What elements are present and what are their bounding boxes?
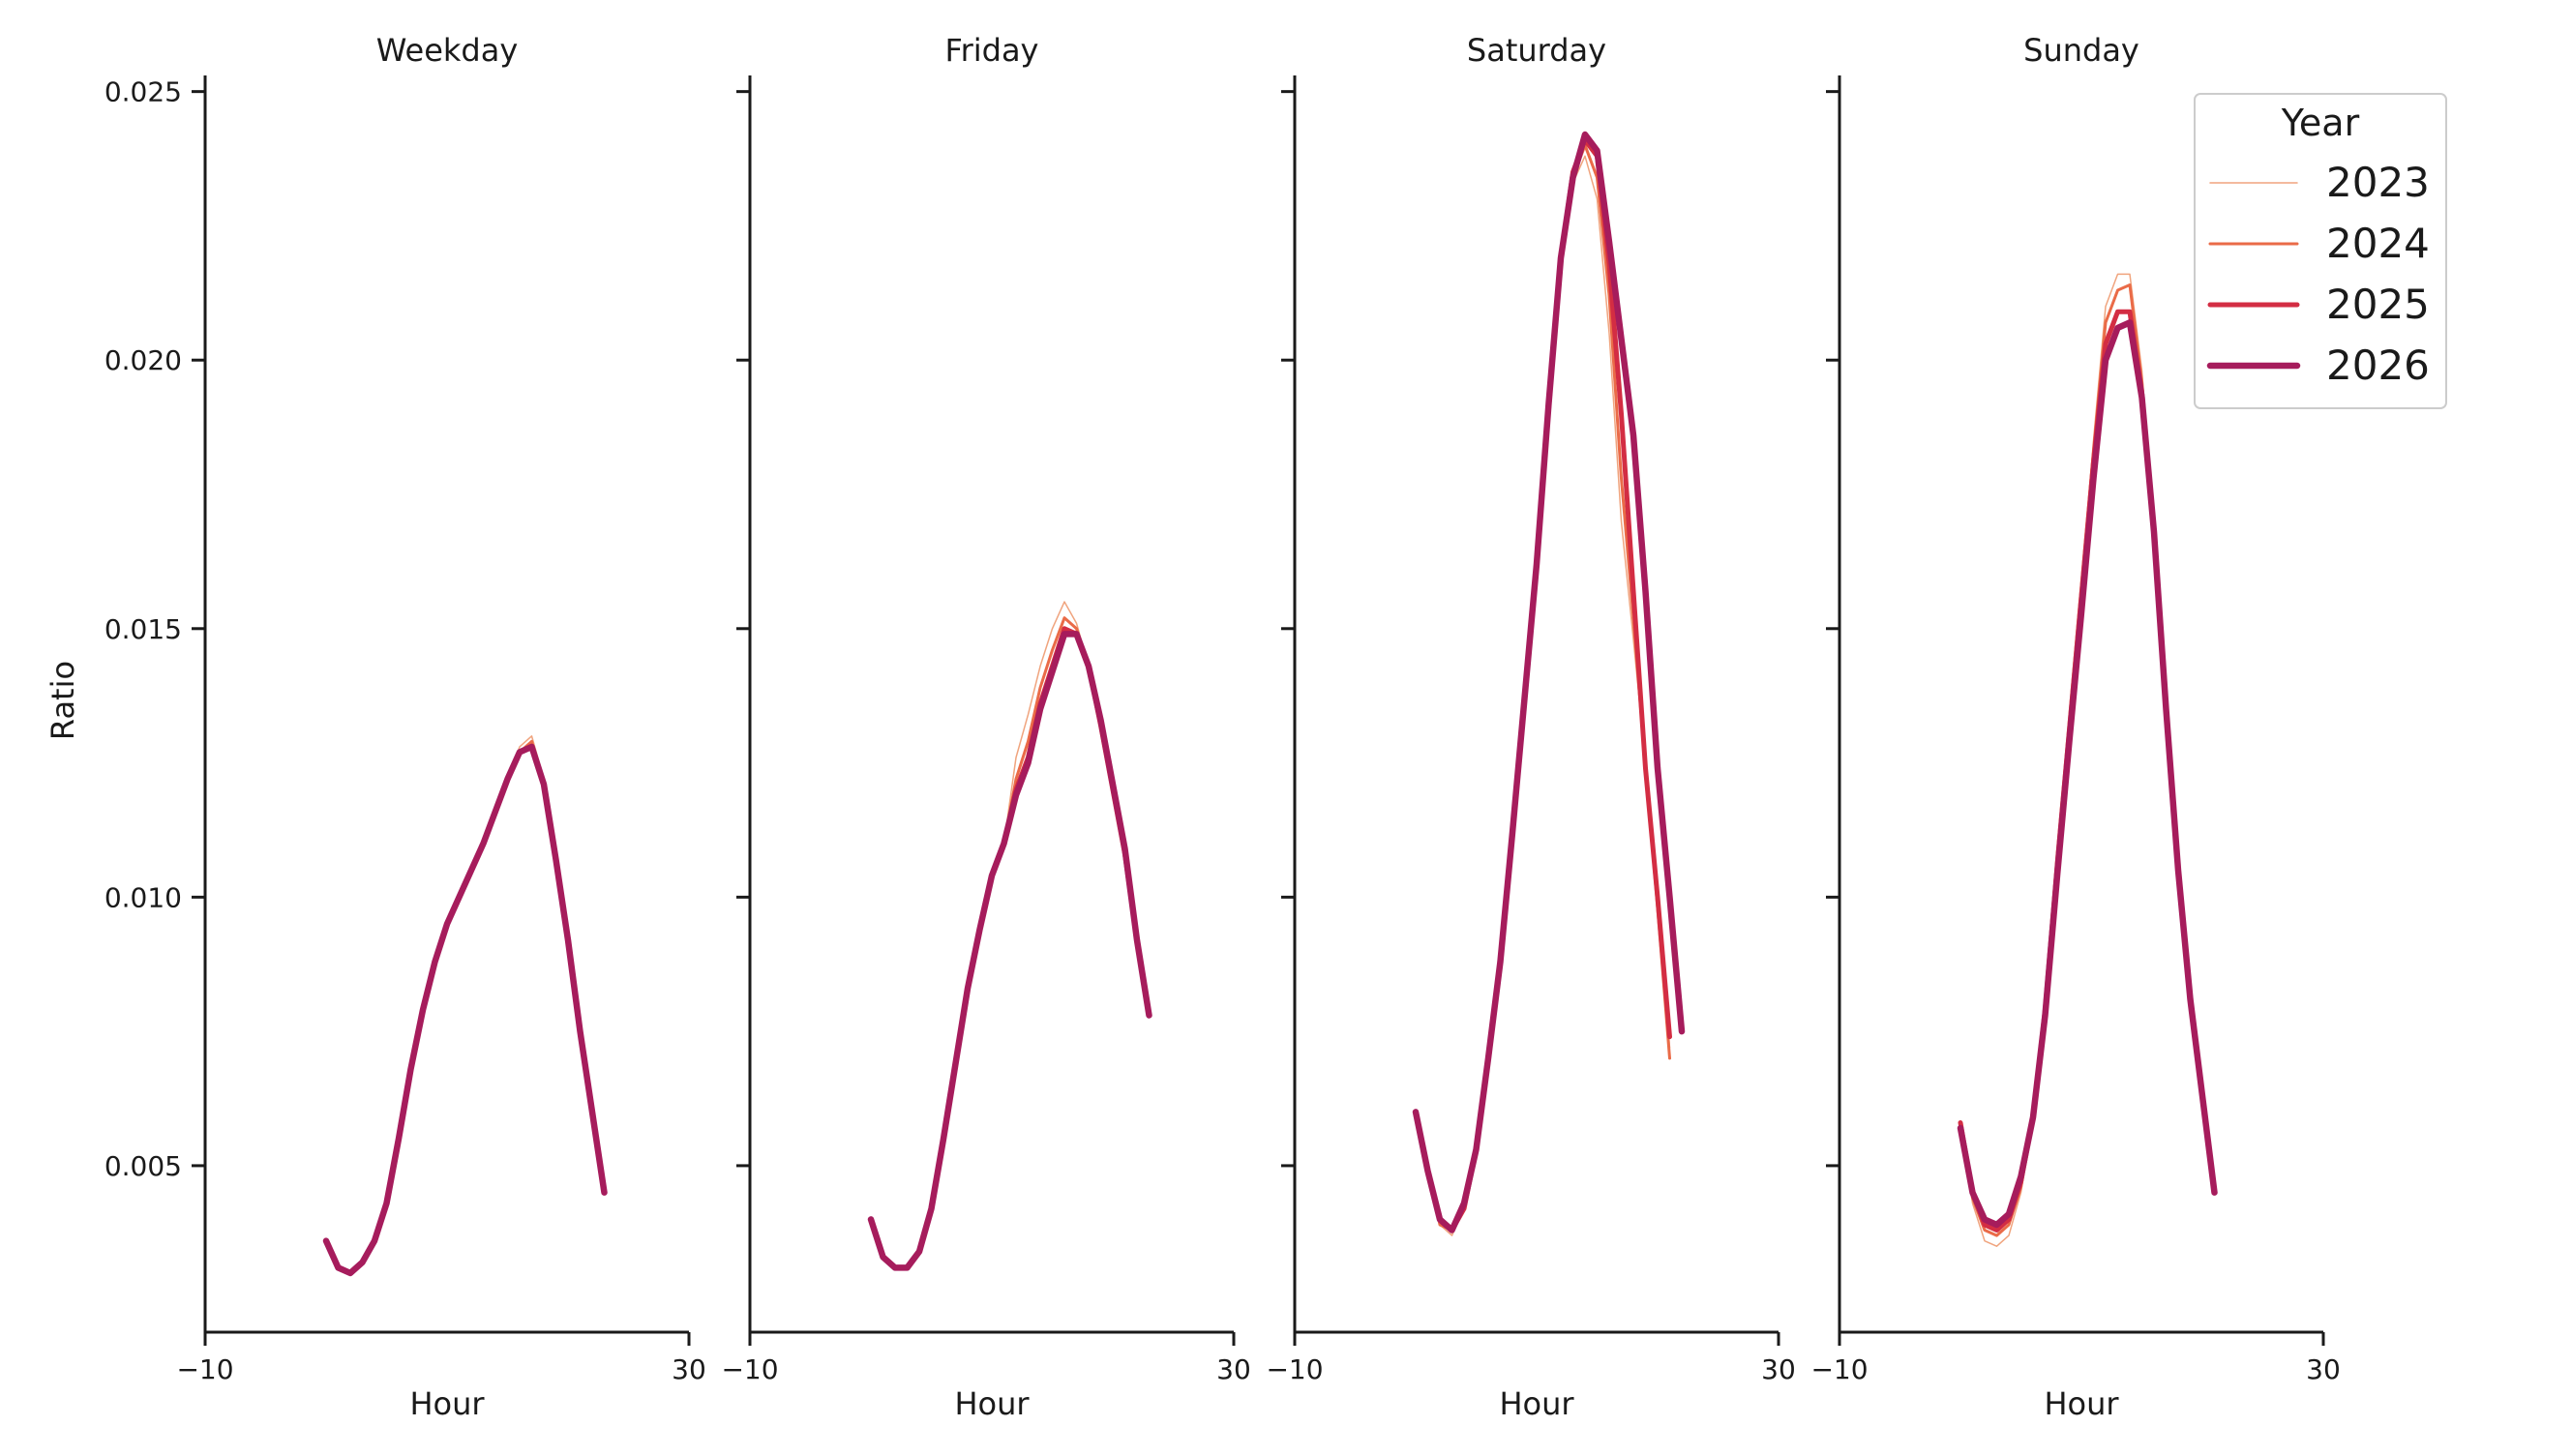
x-axis-label: Hour [2044, 1385, 2119, 1422]
x-tick-label: 30 [2306, 1353, 2341, 1385]
x-axis-label: Hour [1499, 1385, 1574, 1422]
series-line-2023 [1415, 155, 1671, 1236]
series-line-2026 [322, 743, 608, 1277]
legend-label: 2025 [2326, 281, 2430, 328]
series-line-2023 [325, 735, 606, 1274]
series-line-2025 [868, 626, 1151, 1270]
y-tick-label: 0.020 [105, 344, 182, 376]
series-line-2023 [1959, 273, 2216, 1247]
x-tick-label: 30 [672, 1353, 706, 1385]
x-tick-label: −10 [721, 1353, 778, 1385]
legend-label: 2026 [2326, 342, 2430, 389]
panel-sunday: Sunday −10 30 Hour [1810, 32, 2340, 1422]
legend-label: 2024 [2326, 220, 2430, 267]
legend-box [2194, 93, 2447, 409]
x-tick-label: −10 [176, 1353, 233, 1385]
panel-title: Weekday [376, 32, 519, 69]
legend: Year 2023 2024 2025 2026 [2194, 93, 2447, 409]
series-line-2024 [869, 616, 1151, 1269]
series-line-2026 [1957, 319, 2218, 1229]
panel-title: Friday [945, 32, 1039, 69]
x-axis-label: Hour [409, 1385, 485, 1422]
series-line-2026 [1412, 131, 1686, 1233]
series-line-2025 [1958, 309, 2217, 1233]
y-tick-label: 0.025 [105, 76, 182, 108]
panels-layer: Weekday 0.005 0.010 0.015 0.020 0.025 −10 30 Hou… [105, 32, 2341, 1422]
panel-weekday: Weekday 0.005 0.010 0.015 0.020 0.025 −10 30 Hou… [105, 32, 706, 1422]
series-line-2023 [870, 601, 1151, 1269]
x-axis-label: Hour [954, 1385, 1030, 1422]
y-axis-label: Ratio [45, 661, 81, 740]
x-tick-label: 30 [1761, 1353, 1796, 1385]
panel-title: Sunday [2023, 32, 2139, 69]
series-line-2024 [324, 739, 606, 1275]
legend-title: Year [2281, 102, 2360, 144]
panel-saturday: Saturday −10 30 Hour [1266, 32, 1795, 1422]
series-line-2025 [323, 744, 607, 1276]
legend-label: 2023 [2326, 159, 2430, 206]
series-line-2025 [1413, 137, 1672, 1233]
y-tick-label: 0.005 [105, 1150, 182, 1182]
x-tick-label: −10 [1266, 1353, 1323, 1385]
series-line-2024 [1414, 143, 1671, 1233]
x-tick-label: 30 [1216, 1353, 1251, 1385]
series-line-2024 [1959, 283, 2216, 1237]
y-tick-label: 0.010 [105, 881, 182, 913]
y-tick-label: 0.015 [105, 613, 182, 645]
panel-friday: Friday −10 30 Hour [721, 32, 1250, 1422]
series-line-2026 [867, 631, 1152, 1271]
panel-title: Saturday [1467, 32, 1606, 69]
x-tick-label: −10 [1810, 1353, 1868, 1385]
